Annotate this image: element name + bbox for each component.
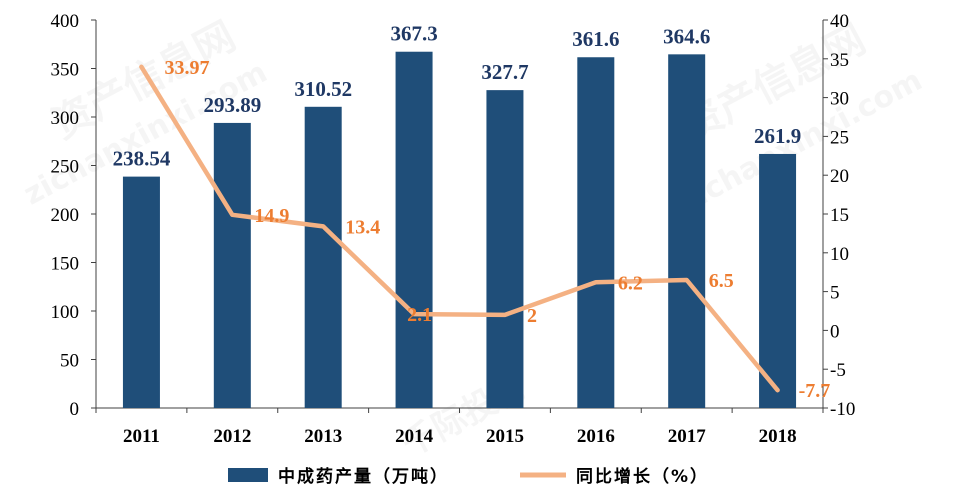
left-tick-label-350: 350 [51,60,80,81]
growth-label-2017: 6.5 [709,270,734,292]
left-tick-label-0: 0 [70,399,80,420]
legend: 中成药产量（万吨） 同比增长（%） [228,466,709,487]
bar-label-2014: 367.3 [390,22,437,46]
left-axis-tick-labels: 0 50 100 150 200 250 300 350 400 [51,11,80,420]
x-tick-label-2013: 2013 [304,426,342,447]
bar-label-2012: 293.89 [203,93,261,117]
bar-2013 [304,106,342,409]
growth-label-2011: 33.97 [164,57,209,79]
left-tick-label-50: 50 [60,351,79,372]
axes [91,19,828,413]
right-tick-label-25: 25 [830,127,849,148]
bar-2018 [759,153,797,408]
growth-label-2014: 2.1 [407,304,432,326]
right-axis-tick-labels: -10 -5 0 5 10 15 20 25 30 35 40 [830,11,855,420]
bar-2012 [213,122,251,408]
x-tick-label-2012: 2012 [213,426,251,447]
right-tick-label-40: 40 [830,11,849,32]
bar-2017 [668,54,706,408]
right-tick-label-5: 5 [830,283,840,304]
bar-data-labels: 238.54 293.89 310.52 367.3 327.7 361.6 364.6 26… [113,22,802,171]
growth-line [139,64,780,393]
right-tick-label--5: -5 [830,360,846,381]
x-tick-label-2018: 2018 [759,426,797,447]
bar-label-2011: 238.54 [113,147,171,171]
growth-data-labels: 33.97 14.9 13.4 2.1 2 6.2 6.5 -7.7 [164,57,830,402]
left-tick-label-200: 200 [51,205,80,226]
bars [122,51,797,409]
x-tick-label-2014: 2014 [395,426,434,447]
growth-label-2018: -7.7 [799,380,831,402]
bar-2011 [122,176,160,408]
bar-2014 [395,51,433,409]
bar-label-2015: 327.7 [481,60,528,84]
x-tick-label-2017: 2017 [668,426,707,447]
left-tick-label-150: 150 [51,254,80,275]
legend-bar-swatch [228,468,268,482]
right-tick-label-35: 35 [830,50,849,71]
bar-2016 [577,57,615,409]
growth-label-2016: 6.2 [618,272,643,294]
right-tick-label-0: 0 [830,321,840,342]
left-tick-label-300: 300 [51,108,80,129]
right-tick-label--10: -10 [830,399,855,420]
x-tick-label-2015: 2015 [486,426,524,447]
x-axis-tick-labels: 2011 2012 2013 2014 2015 2016 2017 2018 [123,426,797,447]
bar-label-2016: 361.6 [572,27,619,51]
right-tick-label-30: 30 [830,89,849,110]
x-tick-label-2011: 2011 [123,426,160,447]
right-tick-label-10: 10 [830,244,849,265]
growth-label-2012: 14.9 [254,205,289,227]
bar-label-2013: 310.52 [294,77,352,101]
left-tick-label-100: 100 [51,302,80,323]
legend-line-label: 同比增长（%） [576,466,709,487]
left-tick-label-400: 400 [51,11,80,32]
growth-line-layer [139,64,780,393]
bar-2015 [486,90,524,409]
growth-label-2013: 13.4 [345,216,380,238]
right-tick-label-20: 20 [830,166,849,187]
bar-label-2018: 261.9 [754,124,801,148]
x-tick-label-2016: 2016 [577,426,615,447]
left-tick-label-250: 250 [51,157,80,178]
bar-label-2017: 364.6 [663,24,710,48]
legend-bar-label: 中成药产量（万吨） [278,466,449,487]
right-tick-label-15: 15 [830,205,849,226]
growth-label-2015: 2 [527,305,537,327]
